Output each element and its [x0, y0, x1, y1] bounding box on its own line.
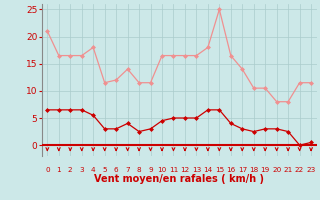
X-axis label: Vent moyen/en rafales ( km/h ): Vent moyen/en rafales ( km/h ) [94, 174, 264, 184]
